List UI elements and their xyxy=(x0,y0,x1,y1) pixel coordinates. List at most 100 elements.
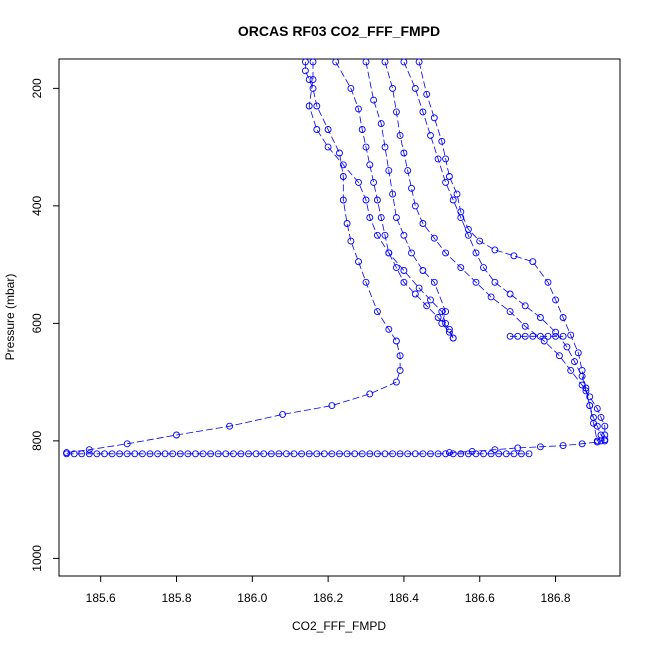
data-point xyxy=(245,450,252,458)
data-point xyxy=(419,267,427,274)
data-point xyxy=(381,143,389,151)
data-point xyxy=(85,446,93,454)
data-point xyxy=(449,196,457,204)
data-point xyxy=(430,278,438,286)
data-point xyxy=(305,102,313,110)
data-point xyxy=(442,308,450,316)
data-point xyxy=(392,214,400,222)
data-point xyxy=(423,302,431,310)
data-point xyxy=(305,76,313,84)
data-point xyxy=(176,450,184,458)
data-point xyxy=(536,332,544,340)
data-point xyxy=(529,258,537,266)
data-point xyxy=(336,450,343,458)
data-point xyxy=(222,450,230,458)
data-point xyxy=(552,332,560,340)
data-point xyxy=(457,264,465,272)
data-series xyxy=(415,58,601,445)
data-point xyxy=(324,143,332,151)
data-point xyxy=(267,450,275,458)
data-point xyxy=(510,450,518,458)
data-point xyxy=(392,378,400,386)
data-point xyxy=(415,58,423,66)
data-point xyxy=(400,149,408,157)
data-point xyxy=(370,96,378,104)
data-point xyxy=(434,155,442,163)
data-point xyxy=(506,290,514,298)
data-point xyxy=(366,390,374,398)
data-point xyxy=(199,450,207,458)
data-point xyxy=(514,332,522,340)
data-point xyxy=(93,450,101,458)
data-point xyxy=(343,220,351,227)
data-point xyxy=(434,450,442,458)
data-point xyxy=(389,450,397,458)
series-line xyxy=(335,61,454,339)
data-point xyxy=(468,447,476,455)
data-point xyxy=(567,331,575,339)
data-point xyxy=(571,358,578,366)
data-point xyxy=(347,84,355,92)
data-series xyxy=(506,332,567,340)
data-point xyxy=(521,322,529,330)
data-point xyxy=(373,450,381,458)
data-point xyxy=(101,450,108,458)
data-point xyxy=(597,413,605,421)
data-point xyxy=(411,450,419,458)
data-point xyxy=(590,419,597,427)
data-point xyxy=(362,278,370,286)
data-point xyxy=(491,446,499,454)
data-point xyxy=(381,231,389,239)
data-point xyxy=(464,225,472,233)
data-point xyxy=(567,366,575,374)
data-point xyxy=(78,450,86,458)
data-point xyxy=(298,450,306,458)
data-point xyxy=(445,449,453,457)
data-point xyxy=(586,393,594,401)
data-point xyxy=(400,267,408,274)
y-tick-label: 400 xyxy=(30,196,44,216)
data-point xyxy=(574,349,582,357)
data-point xyxy=(373,231,381,239)
data-point xyxy=(408,184,415,192)
data-point xyxy=(400,58,408,66)
data-point xyxy=(389,190,397,198)
data-point xyxy=(373,308,381,316)
data-point xyxy=(514,444,522,452)
data-point xyxy=(237,450,245,458)
data-point xyxy=(442,450,450,458)
data-point xyxy=(252,450,260,458)
data-point xyxy=(415,284,423,292)
data-point xyxy=(517,450,525,458)
data-point xyxy=(601,422,609,430)
y-tick-label: 1000 xyxy=(30,545,44,572)
data-point xyxy=(487,293,495,301)
data-point xyxy=(510,252,518,260)
data-point xyxy=(138,450,146,458)
x-axis: 185.6 185.8 186.0 186.2 186.4 186.6 186.8 xyxy=(86,575,571,605)
data-point xyxy=(464,450,472,458)
data-point xyxy=(282,450,290,458)
data-point xyxy=(472,278,480,286)
data-point xyxy=(540,337,548,345)
data-point xyxy=(351,450,359,458)
data-point xyxy=(385,167,393,175)
data-point xyxy=(108,450,116,458)
data-point xyxy=(400,278,408,286)
data-point xyxy=(544,332,552,340)
data-point xyxy=(385,325,393,333)
data-point xyxy=(411,202,419,210)
data-point xyxy=(552,328,560,336)
data-point xyxy=(336,149,343,157)
data-point xyxy=(324,126,332,133)
data-point xyxy=(555,352,563,360)
data-point xyxy=(313,126,321,133)
data-point xyxy=(427,296,434,304)
data-point xyxy=(419,220,427,227)
data-point xyxy=(343,450,351,458)
data-point xyxy=(419,108,427,116)
data-point xyxy=(192,450,199,458)
data-point xyxy=(578,440,586,448)
data-point xyxy=(586,402,594,410)
chart-title: ORCAS RF03 CO2_FFF_FMPD xyxy=(238,23,440,39)
